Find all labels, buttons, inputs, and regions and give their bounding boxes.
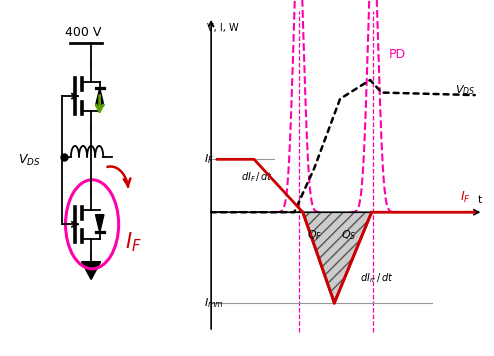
Text: V, I, W: V, I, W: [207, 23, 239, 33]
Text: 400 V: 400 V: [65, 26, 101, 38]
Text: PD: PD: [389, 48, 406, 61]
Text: $I_F$: $I_F$: [460, 190, 471, 205]
Text: $Q_F$: $Q_F$: [307, 228, 323, 242]
Polygon shape: [95, 88, 104, 106]
Text: $dI_F\,/\,dt$: $dI_F\,/\,dt$: [241, 170, 273, 184]
Polygon shape: [82, 262, 101, 279]
Text: $dI_{rr}\,/\,dt$: $dI_{rr}\,/\,dt$: [360, 271, 394, 285]
Text: t: t: [478, 195, 482, 205]
Text: $V_{DS}$: $V_{DS}$: [454, 83, 475, 97]
Text: $I_{mm}$: $I_{mm}$: [204, 296, 224, 310]
Text: $I_F$: $I_F$: [204, 152, 214, 166]
Text: $I_F$: $I_F$: [125, 230, 142, 254]
Text: $V_{DS}$: $V_{DS}$: [18, 153, 41, 168]
Polygon shape: [95, 215, 104, 232]
Polygon shape: [303, 212, 371, 303]
Text: $Q_S$: $Q_S$: [341, 228, 356, 242]
